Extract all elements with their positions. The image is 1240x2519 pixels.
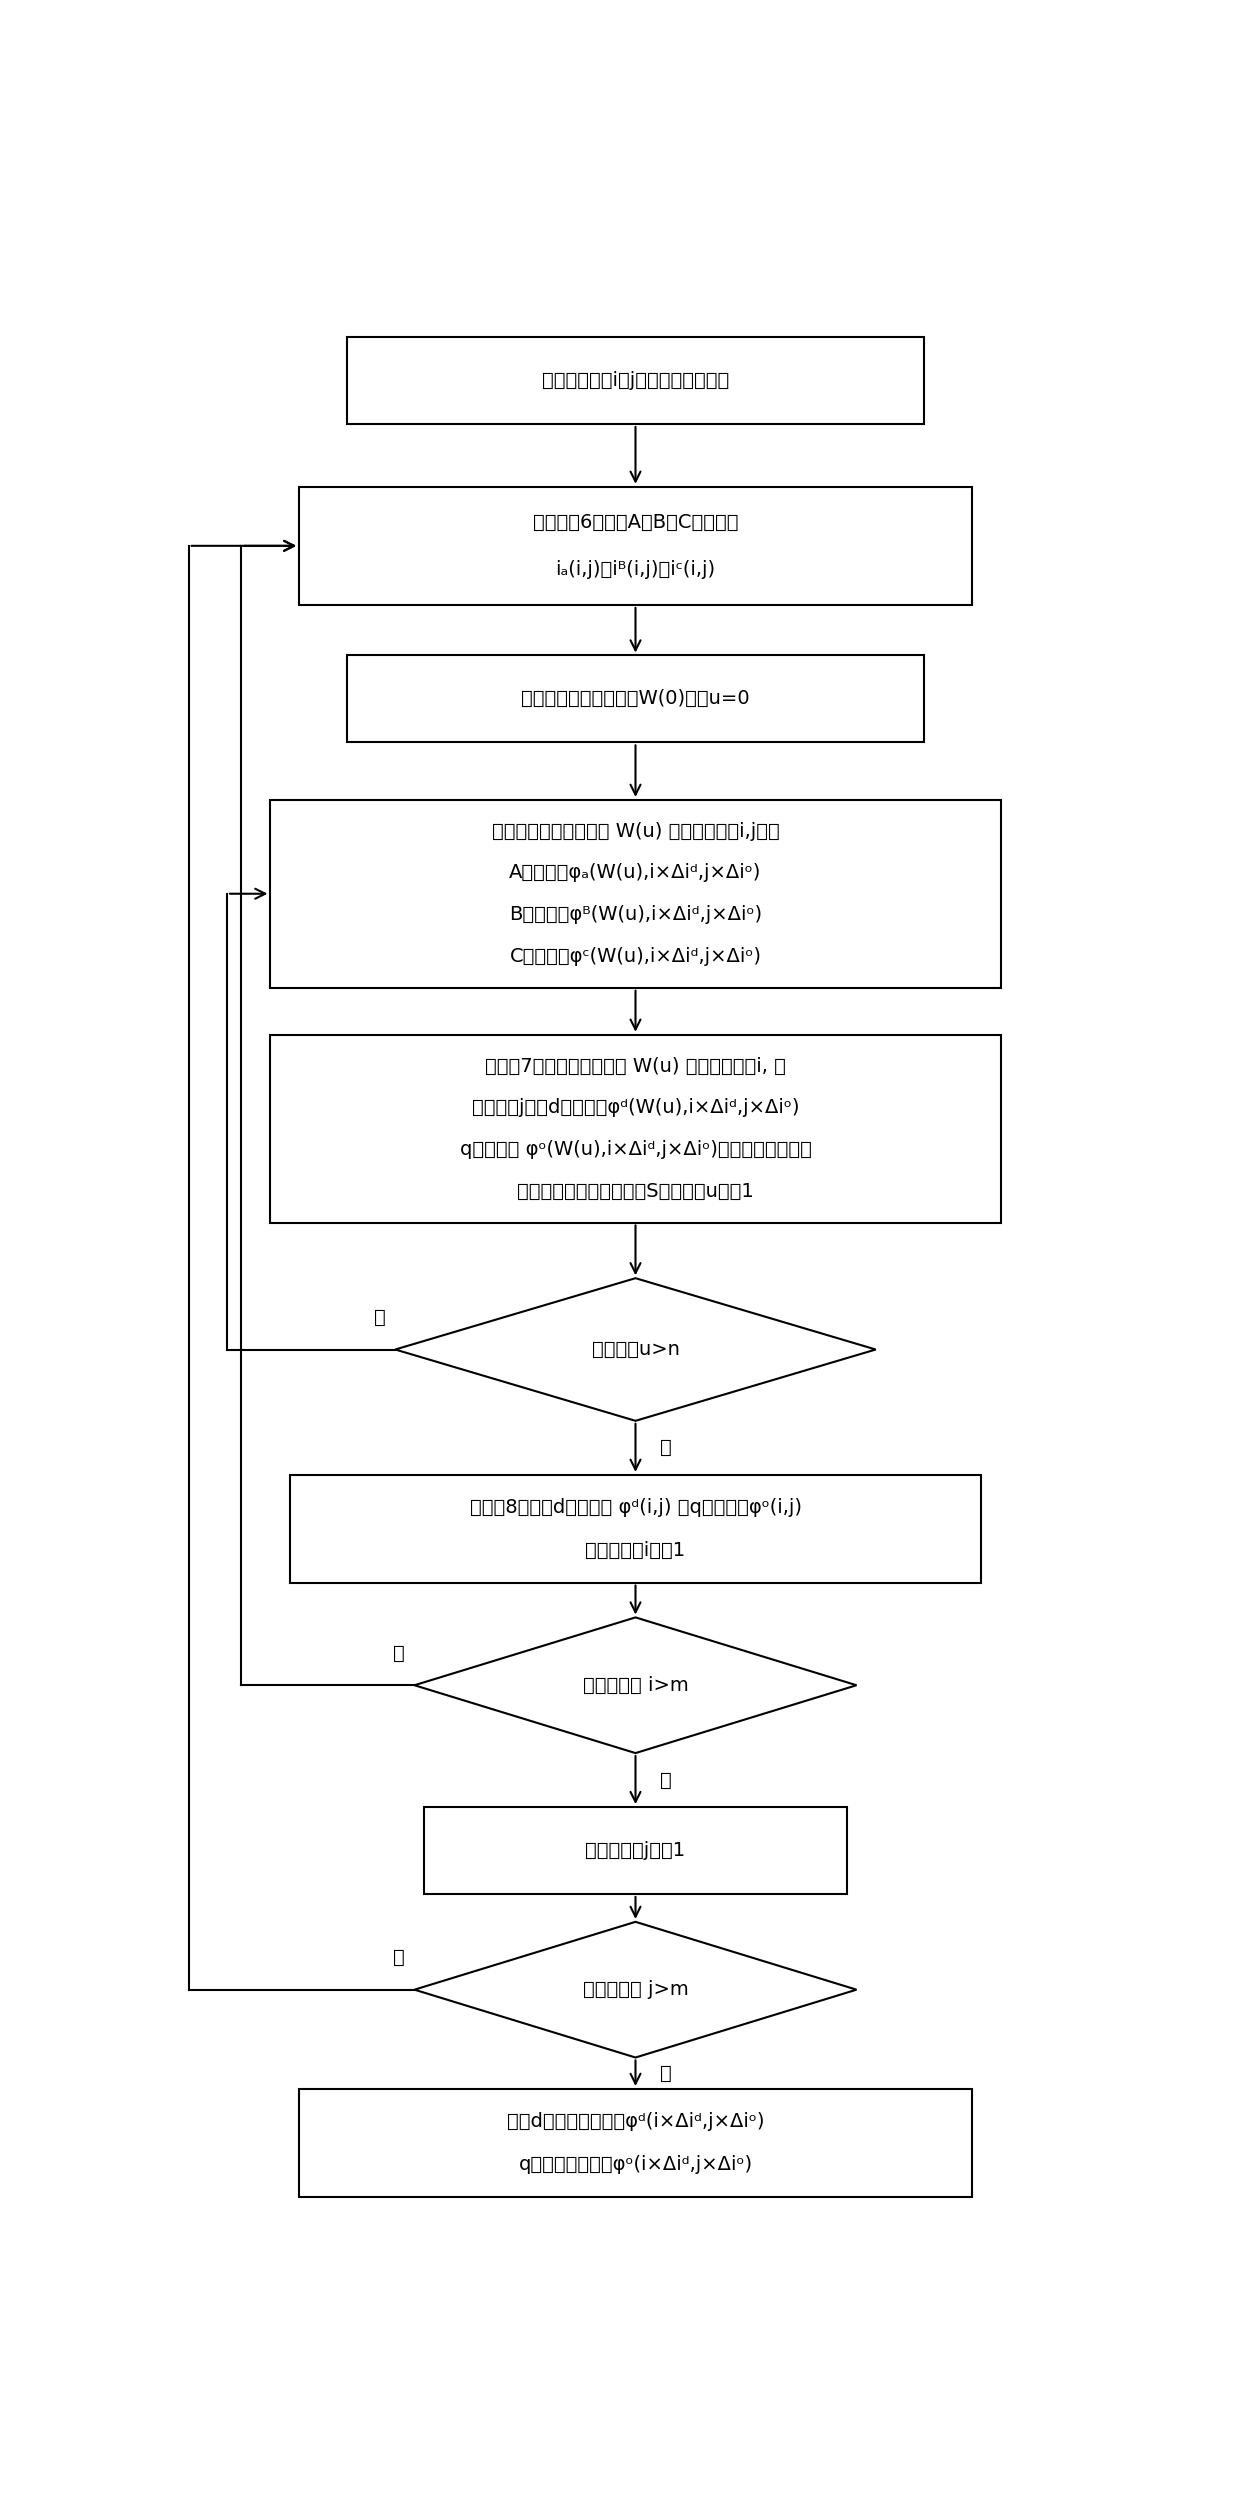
Bar xyxy=(347,338,924,423)
Polygon shape xyxy=(396,1277,875,1421)
Text: q轴磁通链 φᵒ(W(u),i×Δiᵈ,j×Δiᵒ)，令所述电机模型: q轴磁通链 φᵒ(W(u),i×Δiᵈ,j×Δiᵒ)，令所述电机模型 xyxy=(460,1141,811,1159)
Text: 否: 否 xyxy=(393,1947,404,1967)
Bar xyxy=(270,801,1001,987)
Text: 由式（7）获得在旋转角度 W(u) 和电流索引值i, 电: 由式（7）获得在旋转角度 W(u) 和电流索引值i, 电 xyxy=(485,1055,786,1076)
Text: 获得d轴磁通链样本点φᵈ(i×Δiᵈ,j×Δiᵒ): 获得d轴磁通链样本点φᵈ(i×Δiᵈ,j×Δiᵒ) xyxy=(507,2111,764,2131)
Text: C相磁通链φᶜ(W(u),i×Δiᵈ,j×Δiᵒ): C相磁通链φᶜ(W(u),i×Δiᵈ,j×Δiᵒ) xyxy=(510,947,761,965)
Bar xyxy=(424,1806,847,1894)
Text: 电流索引值 j>m: 电流索引值 j>m xyxy=(583,1980,688,2000)
Text: 否: 否 xyxy=(374,1307,386,1328)
Text: q轴磁通链样本点φᵒ(i×Δiᵈ,j×Δiᵒ): q轴磁通链样本点φᵒ(i×Δiᵈ,j×Δiᵒ) xyxy=(518,2154,753,2174)
Text: 电流索引值 i>m: 电流索引值 i>m xyxy=(583,1675,688,1695)
Text: B相磁通链φᴮ(W(u),i×Δiᵈ,j×Δiᵒ): B相磁通链φᴮ(W(u),i×Δiᵈ,j×Δiᵒ) xyxy=(508,904,763,924)
Bar xyxy=(299,486,972,605)
Text: 是: 是 xyxy=(660,1438,671,1459)
Text: 令所述模型转子位置为W(0)次数u=0: 令所述模型转子位置为W(0)次数u=0 xyxy=(521,690,750,708)
Text: 利用式（6）获得A、B、C三相电流: 利用式（6）获得A、B、C三相电流 xyxy=(533,514,738,532)
Text: 计算当前转子旋转位置 W(u) 和电流索引值i,j下的: 计算当前转子旋转位置 W(u) 和电流索引值i,j下的 xyxy=(491,821,780,841)
Text: 是: 是 xyxy=(660,2063,671,2083)
Polygon shape xyxy=(414,1617,857,1753)
Text: 旋转次数u>n: 旋转次数u>n xyxy=(591,1340,680,1360)
Text: 电流索引值i增加1: 电流索引值i增加1 xyxy=(585,1542,686,1559)
Bar xyxy=(299,2088,972,2197)
Bar xyxy=(270,1035,1001,1222)
Text: A相磁通链φₐ(W(u),i×Δiᵈ,j×Δiᵒ): A相磁通链φₐ(W(u),i×Δiᵈ,j×Δiᵒ) xyxy=(510,864,761,882)
Bar xyxy=(290,1474,982,1582)
Text: 流索引值j下的d轴磁通链φᵈ(W(u),i×Δiᵈ,j×Δiᵒ): 流索引值j下的d轴磁通链φᵈ(W(u),i×Δiᵈ,j×Δiᵒ) xyxy=(471,1098,800,1118)
Text: 电流索引值j增加1: 电流索引值j增加1 xyxy=(585,1841,686,1859)
Text: 令电流索引值i，j的初始值分别为零: 令电流索引值i，j的初始值分别为零 xyxy=(542,370,729,390)
Text: 否: 否 xyxy=(393,1642,404,1663)
Bar xyxy=(347,655,924,743)
Polygon shape xyxy=(414,1922,857,2058)
Text: 是: 是 xyxy=(660,1771,671,1788)
Text: 转子顺时针旋转一个步长S旋转次数u增加1: 转子顺时针旋转一个步长S旋转次数u增加1 xyxy=(517,1181,754,1202)
Text: 由式（8）获得d轴磁通链 φᵈ(i,j) 和q轴磁通链φᵒ(i,j): 由式（8）获得d轴磁通链 φᵈ(i,j) 和q轴磁通链φᵒ(i,j) xyxy=(470,1499,801,1516)
Text: iₐ(i,j)、iᴮ(i,j)、iᶜ(i,j): iₐ(i,j)、iᴮ(i,j)、iᶜ(i,j) xyxy=(556,559,715,579)
